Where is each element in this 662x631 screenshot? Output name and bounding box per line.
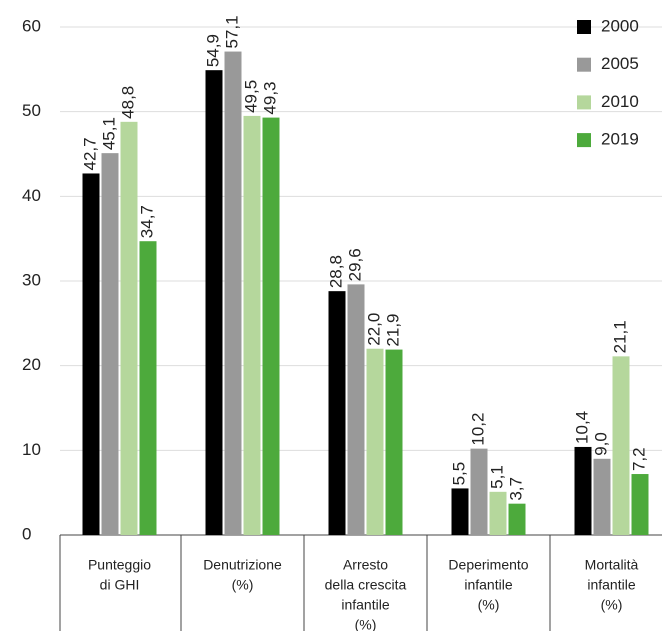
bar (508, 503, 526, 535)
x-tick-label: di GHI (100, 577, 140, 593)
x-tick-label: (%) (232, 577, 254, 593)
y-tick-label: 30 (22, 270, 41, 289)
bar (385, 349, 403, 535)
x-tick-label: Arresto (343, 557, 388, 573)
y-tick-label: 0 (22, 524, 31, 543)
data-label: 3,7 (506, 477, 525, 501)
bar (82, 173, 100, 535)
x-tick-label: (%) (601, 597, 623, 613)
bar (489, 491, 507, 535)
bar (262, 117, 280, 536)
x-tick-label: (%) (478, 597, 500, 613)
data-label: 28,8 (326, 255, 345, 288)
x-tick-label: Denutrizione (203, 557, 282, 573)
legend-swatch (577, 95, 591, 110)
data-label: 5,1 (487, 465, 506, 489)
y-tick-label: 20 (22, 355, 41, 374)
data-label: 29,6 (345, 248, 364, 281)
data-label: 9,0 (591, 432, 610, 456)
data-label: 21,9 (383, 313, 402, 346)
y-tick-label: 40 (22, 186, 41, 205)
data-label: 54,9 (203, 34, 222, 67)
data-label: 10,2 (468, 413, 487, 446)
bar (139, 241, 157, 535)
data-label: 10,4 (572, 411, 591, 444)
x-tick-label: della crescita (325, 577, 407, 593)
legend-swatch (577, 133, 591, 148)
data-label: 57,1 (222, 15, 241, 48)
y-tick-label: 10 (22, 440, 41, 459)
bar (470, 448, 488, 535)
data-label: 48,8 (118, 86, 137, 119)
data-label: 49,3 (260, 81, 279, 114)
bar (224, 51, 242, 535)
data-label: 49,5 (241, 80, 260, 113)
bar (631, 474, 649, 535)
bar (205, 70, 223, 536)
data-label: 7,2 (629, 447, 648, 471)
y-tick-label: 60 (22, 16, 41, 35)
bar (243, 115, 261, 536)
x-tick-label: Deperimento (448, 557, 528, 573)
bar (328, 291, 346, 535)
x-tick-label: infantile (341, 597, 389, 613)
bar (347, 284, 365, 535)
legend-label: 2010 (601, 92, 639, 111)
x-tick-label: Punteggio (88, 557, 151, 573)
bar (574, 446, 592, 535)
legend-swatch (577, 57, 591, 72)
legend-label: 2019 (601, 130, 639, 149)
bar (120, 121, 138, 536)
data-label: 42,7 (80, 137, 99, 170)
x-tick-label: infantile (587, 577, 635, 593)
data-label: 34,7 (137, 205, 156, 238)
data-label: 22,0 (364, 313, 383, 346)
legend-label: 2000 (601, 16, 639, 35)
y-tick-label: 50 (22, 101, 41, 120)
legend-label: 2005 (601, 54, 639, 73)
x-tick-label: infantile (464, 577, 512, 593)
x-tick-label: Mortalità (585, 557, 639, 573)
legend-swatch (577, 20, 591, 34)
bar (366, 348, 384, 535)
bar (612, 356, 630, 535)
data-label: 45,1 (99, 117, 118, 150)
data-label: 5,5 (449, 462, 468, 486)
data-label: 21,1 (610, 320, 629, 353)
x-tick-label: (%) (355, 617, 377, 631)
bar (451, 488, 469, 535)
bar (101, 153, 119, 536)
bar (593, 458, 611, 535)
